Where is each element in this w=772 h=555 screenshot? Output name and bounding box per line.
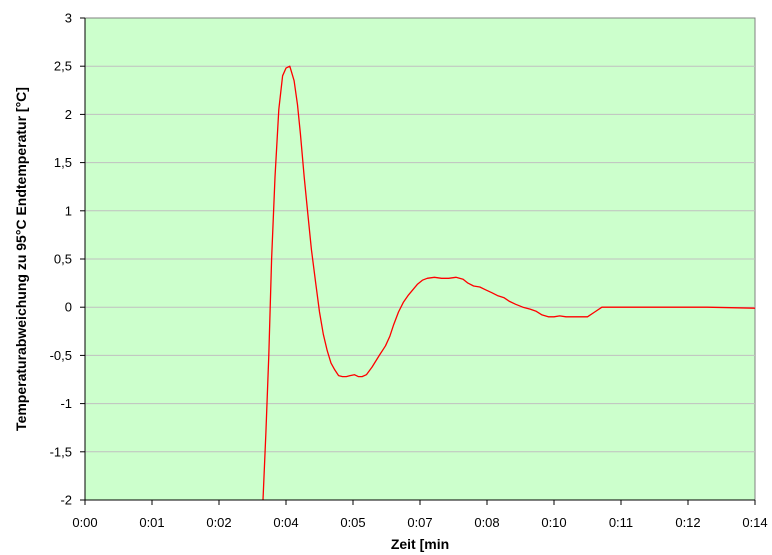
- x-tick-label: 0:12: [675, 515, 700, 530]
- x-tick-label: 0:01: [139, 515, 164, 530]
- y-tick-label: -0,5: [50, 348, 72, 363]
- x-axis-title: Zeit [min: [391, 536, 449, 552]
- y-tick-label: -1: [60, 396, 72, 411]
- y-tick-label: -1,5: [50, 444, 72, 459]
- y-tick-label: 0: [65, 300, 72, 315]
- series-line-0: [262, 65, 756, 501]
- x-tick-label: 0:08: [474, 515, 499, 530]
- y-tick-label: 3: [65, 11, 72, 26]
- x-tick-label: 0:14: [742, 515, 767, 530]
- x-tick-label: 0:07: [407, 515, 432, 530]
- y-tick-label: 1,5: [54, 155, 72, 170]
- y-tick-label: 1: [65, 203, 72, 218]
- x-tick-label: 0:05: [340, 515, 365, 530]
- x-tick-label: 0:10: [541, 515, 566, 530]
- series-layer: [262, 65, 756, 501]
- y-axis-ticks: 3 2,5 2 1,5 1 0,5 0 -0,5 -1 -1,5 -2: [50, 11, 85, 508]
- x-tick-label: 0:02: [206, 515, 231, 530]
- y-tick-label: -2: [60, 493, 72, 508]
- x-tick-label: 0:04: [273, 515, 298, 530]
- y-tick-label: 2: [65, 107, 72, 122]
- x-axis-ticks: 0:00 0:01 0:02 0:04 0:05 0:07 0:08 0:10 0:11 0:12…: [72, 500, 768, 530]
- y-tick-label: 0,5: [54, 252, 72, 267]
- x-tick-label: 0:00: [72, 515, 97, 530]
- y-tick-label: 2,5: [54, 59, 72, 74]
- x-tick-label: 0:11: [609, 515, 633, 530]
- y-axis-title: Temperaturabweichung zu 95°C Endtemperat…: [13, 87, 29, 431]
